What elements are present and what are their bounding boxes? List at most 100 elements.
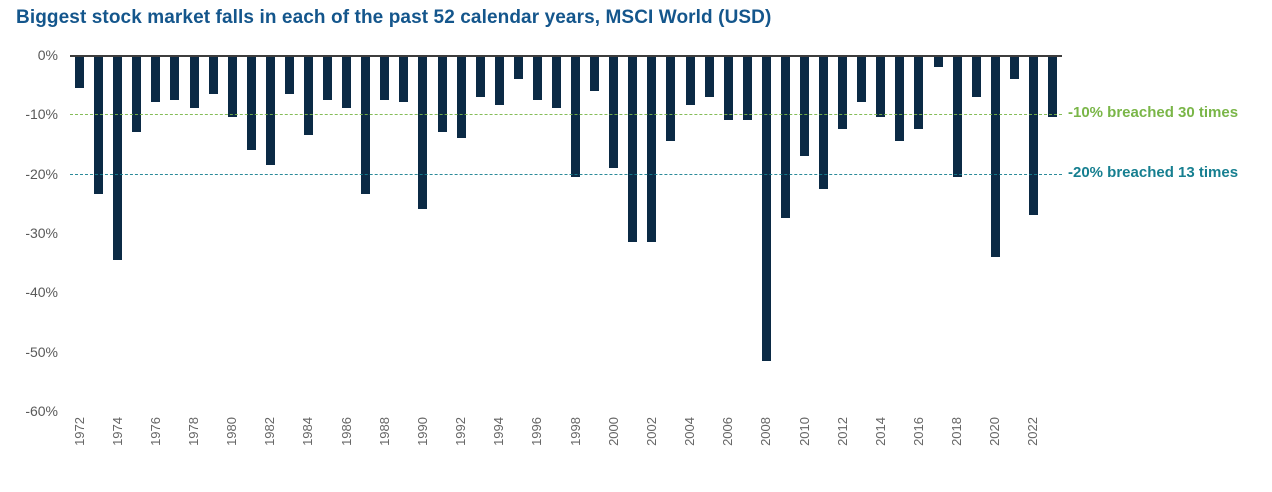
x-tick-label-1994: 1994 <box>491 417 507 446</box>
bar-column-1999 <box>585 55 604 411</box>
bar-column-1985 <box>318 55 337 411</box>
bar-column-1981 <box>242 55 261 411</box>
x-tick-label-2018: 2018 <box>949 417 965 446</box>
bar-column-1978 <box>184 55 203 411</box>
bar-column-2002 <box>642 55 661 411</box>
page-title: Biggest stock market falls in each of th… <box>16 7 772 28</box>
bar-column-1995 <box>509 55 528 411</box>
y-tick-label--20%: -20% <box>25 165 58 182</box>
x-tick-label-2010: 2010 <box>796 417 812 446</box>
x-tick-cell-1989 <box>394 417 413 477</box>
y-tick-label-0%: 0% <box>37 47 58 63</box>
bar-2015 <box>895 55 905 142</box>
x-tick-label-1982: 1982 <box>262 417 278 446</box>
x-tick-label-1984: 1984 <box>300 417 316 446</box>
x-tick-cell-1973 <box>89 417 108 477</box>
x-tick-cell-2010: 2010 <box>795 417 814 477</box>
bar-column-2013 <box>852 55 871 411</box>
bar-column-1996 <box>528 55 547 411</box>
x-tick-label-1978: 1978 <box>186 417 201 446</box>
x-tick-cell-2017 <box>929 417 948 477</box>
bar-column-1990 <box>413 55 432 411</box>
bar-1973 <box>94 55 104 195</box>
x-tick-cell-1983 <box>280 417 299 477</box>
bar-2013 <box>857 55 867 103</box>
x-tick-cell-2002: 2002 <box>642 417 661 477</box>
x-tick-cell-1993 <box>471 417 490 477</box>
x-tick-cell-1981 <box>242 417 261 477</box>
y-tick-label--50%: -50% <box>25 343 58 360</box>
bar-2020 <box>990 55 1000 257</box>
x-tick-cell-2009 <box>776 417 795 477</box>
x-tick-cell-1982: 1982 <box>261 417 280 477</box>
bar-2006 <box>723 55 733 121</box>
bar-1975 <box>132 55 142 133</box>
x-tick-cell-1998: 1998 <box>566 417 585 477</box>
bar-1974 <box>113 55 123 260</box>
bar-2016 <box>914 55 924 130</box>
x-tick-cell-1990: 1990 <box>413 417 432 477</box>
x-tick-label-1972: 1972 <box>71 417 87 446</box>
x-tick-label-2022: 2022 <box>1025 417 1041 446</box>
bar-column-2020 <box>986 55 1005 411</box>
bar-column-2021 <box>1005 55 1024 411</box>
bar-1972 <box>75 55 85 88</box>
bar-2022 <box>1028 55 1038 216</box>
x-tick-cell-2011 <box>814 417 833 477</box>
bar-1984 <box>303 55 313 136</box>
x-tick-cell-2000: 2000 <box>604 417 623 477</box>
bar-2003 <box>666 55 676 142</box>
x-tick-cell-1972: 1972 <box>70 417 89 477</box>
bars <box>70 55 1062 411</box>
x-tick-cell-2013 <box>852 417 871 477</box>
bar-1997 <box>551 55 561 109</box>
bar-2014 <box>876 55 886 118</box>
x-tick-label-2008: 2008 <box>758 417 774 446</box>
bar-1989 <box>399 55 409 103</box>
x-tick-cell-2007 <box>738 417 757 477</box>
bar-1988 <box>380 55 390 100</box>
bar-column-1983 <box>280 55 299 411</box>
y-tick-label--60%: -60% <box>25 403 58 419</box>
bar-column-1986 <box>337 55 356 411</box>
bar-1998 <box>571 55 581 177</box>
x-tick-cell-2006: 2006 <box>719 417 738 477</box>
bar-1999 <box>590 55 600 91</box>
bar-2019 <box>971 55 981 97</box>
x-tick-cell-1995 <box>509 417 528 477</box>
bar-column-1993 <box>471 55 490 411</box>
bar-2007 <box>742 55 752 121</box>
x-tick-cell-2004: 2004 <box>681 417 700 477</box>
y-tick-label--10%: -10% <box>25 106 58 123</box>
x-tick-label-1990: 1990 <box>414 417 430 446</box>
bar-column-1982 <box>261 55 280 411</box>
bar-column-2019 <box>967 55 986 411</box>
y-axis: 0% -10% -20% -30% -40% -50% -60% <box>0 47 58 419</box>
bar-column-2001 <box>623 55 642 411</box>
x-tick-label-1976: 1976 <box>147 417 163 446</box>
annotation-minus10: -10% breached 30 times <box>1068 104 1239 122</box>
bar-2000 <box>609 55 619 168</box>
bar-1977 <box>170 55 180 100</box>
bar-1983 <box>284 55 294 94</box>
bar-1980 <box>227 55 237 118</box>
bar-column-1975 <box>127 55 146 411</box>
x-tick-cell-2016: 2016 <box>909 417 928 477</box>
bar-2009 <box>780 55 790 219</box>
bar-column-1992 <box>452 55 471 411</box>
x-tick-label-2020: 2020 <box>987 417 1003 446</box>
bar-1996 <box>532 55 542 100</box>
x-tick-cell-2021 <box>1005 417 1024 477</box>
bar-column-2006 <box>719 55 738 411</box>
x-tick-cell-2015 <box>890 417 909 477</box>
x-tick-cell-1976: 1976 <box>146 417 165 477</box>
bar-1986 <box>342 55 352 109</box>
bar-column-2005 <box>700 55 719 411</box>
bar-column-1984 <box>299 55 318 411</box>
bar-column-2014 <box>871 55 890 411</box>
bar-column-1998 <box>566 55 585 411</box>
bar-1991 <box>437 55 447 133</box>
bar-column-2004 <box>681 55 700 411</box>
x-tick-cell-1977 <box>165 417 184 477</box>
x-tick-cell-2019 <box>967 417 986 477</box>
